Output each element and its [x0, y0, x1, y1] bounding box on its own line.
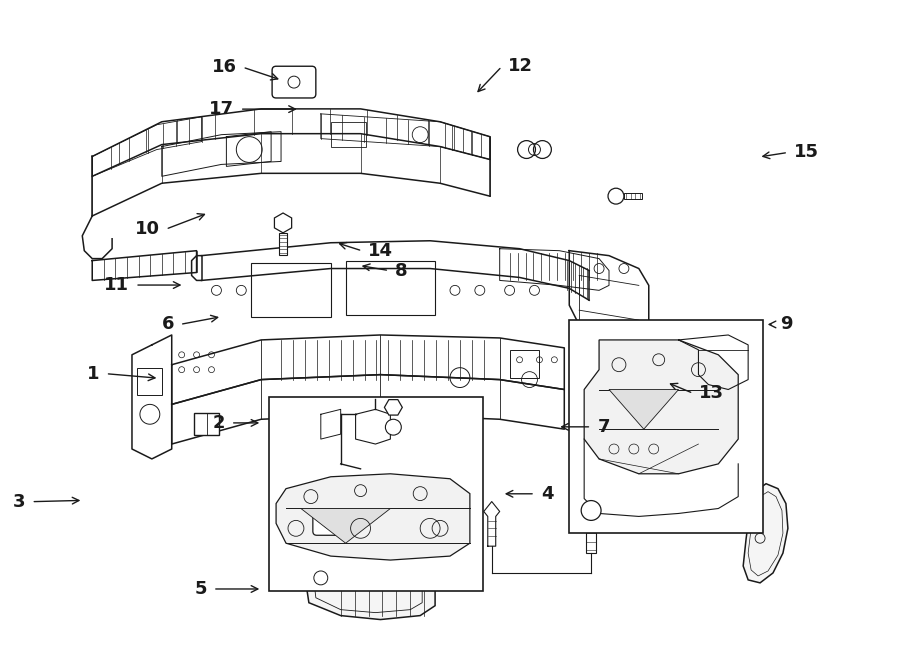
Text: 7: 7: [598, 418, 610, 436]
Bar: [624, 193, 642, 199]
Bar: [346, 261, 435, 315]
Polygon shape: [301, 508, 391, 544]
Text: 6: 6: [161, 315, 174, 334]
Text: 2: 2: [212, 414, 225, 432]
Bar: [279, 233, 287, 255]
Polygon shape: [276, 474, 470, 560]
Text: 3: 3: [13, 493, 25, 510]
Bar: [330, 122, 365, 146]
Text: 15: 15: [794, 144, 819, 162]
Text: 4: 4: [541, 485, 554, 503]
Text: 8: 8: [395, 261, 408, 279]
Text: 12: 12: [508, 58, 533, 75]
Text: 11: 11: [104, 276, 130, 294]
Polygon shape: [274, 213, 292, 233]
Bar: [586, 514, 596, 553]
FancyBboxPatch shape: [313, 512, 345, 536]
Bar: [509, 350, 539, 377]
Text: 1: 1: [87, 365, 100, 383]
Bar: [251, 263, 330, 317]
Text: 10: 10: [135, 220, 159, 238]
Polygon shape: [584, 340, 738, 474]
Text: 14: 14: [368, 242, 393, 260]
Bar: [269, 397, 482, 591]
Bar: [570, 320, 763, 534]
Circle shape: [385, 419, 401, 435]
Text: 13: 13: [699, 385, 725, 402]
Polygon shape: [609, 389, 679, 429]
Bar: [194, 413, 220, 435]
FancyBboxPatch shape: [272, 66, 316, 98]
Text: 9: 9: [779, 315, 792, 334]
Bar: [137, 367, 162, 395]
Text: 16: 16: [212, 58, 237, 76]
Polygon shape: [384, 400, 402, 415]
Text: 17: 17: [209, 100, 234, 118]
Text: 5: 5: [194, 580, 207, 598]
Polygon shape: [306, 544, 435, 620]
Circle shape: [581, 500, 601, 520]
Polygon shape: [743, 484, 788, 583]
